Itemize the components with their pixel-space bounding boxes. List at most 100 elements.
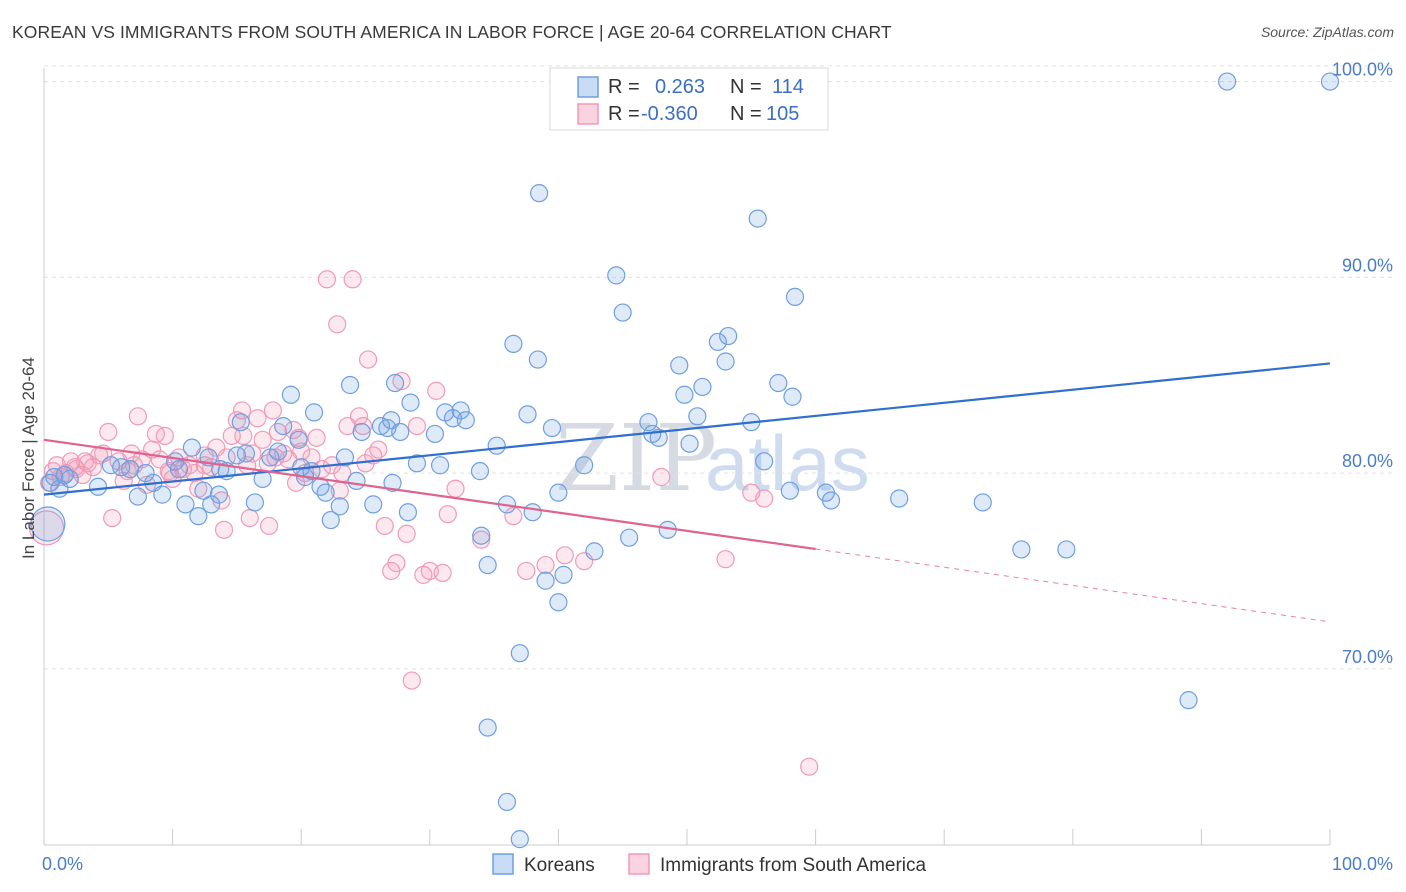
- watermark-atlas: atlas: [705, 419, 870, 507]
- south-america-point-84: [555, 546, 574, 565]
- legend-r-label-2: R =: [608, 103, 640, 125]
- south-america-point-92: [240, 508, 259, 528]
- legend-r-value-1: 0.263: [655, 76, 705, 98]
- south-america-point-66: [369, 440, 388, 459]
- korean-point-8: [112, 458, 131, 477]
- korean-point-33: [289, 430, 308, 449]
- korean-point-6: [88, 477, 108, 496]
- south-america-point-43: [248, 409, 267, 428]
- south-america-point-62: [349, 407, 369, 426]
- south-america-point-81: [504, 507, 523, 526]
- south-america-point-71: [397, 524, 416, 543]
- korean-point-80: [649, 428, 668, 447]
- korean-point-76: [613, 303, 632, 322]
- korean-point-74: [585, 542, 604, 561]
- chart-title: KOREAN VS IMMIGRANTS FROM SOUTH AMERICA …: [12, 22, 892, 42]
- korean-point-114: [209, 485, 228, 504]
- korean-point-110: [497, 792, 517, 812]
- axes: [43, 68, 1331, 846]
- south-america-point-19: [128, 407, 147, 426]
- korean-point-91: [755, 452, 774, 471]
- korean-point-107: [530, 184, 549, 203]
- south-america-point-69: [387, 554, 406, 573]
- korean-point-99: [1057, 540, 1076, 559]
- korean-point-16: [176, 495, 195, 514]
- korean-point-54: [407, 454, 427, 473]
- south-america-point-64: [358, 350, 378, 369]
- south-america-point-42: [243, 444, 262, 463]
- korean-point-68: [528, 350, 547, 369]
- korean-point-56: [430, 456, 450, 475]
- south-america-point-44: [253, 430, 272, 449]
- korean-point-95: [821, 491, 841, 510]
- south-america-point-87: [716, 550, 735, 569]
- korean-point-92: [769, 373, 788, 393]
- korean-point-32: [281, 385, 301, 404]
- korean-point-62: [478, 555, 497, 575]
- korean-point-26: [236, 444, 256, 463]
- korean-point-17: [182, 438, 201, 457]
- korean-point-44: [347, 471, 366, 491]
- korean-point-47: [371, 416, 391, 436]
- korean-point-0: [30, 506, 66, 542]
- gridlines: [44, 65, 1392, 670]
- korean-point-98: [1012, 540, 1031, 559]
- x-tick-label-max: 100.0%: [1332, 854, 1393, 874]
- bottom-legend-swatch-koreans: [492, 853, 514, 875]
- bottom-legend-south-america: Immigrants from South America: [660, 855, 927, 876]
- legend-swatch-south-america: [577, 103, 599, 125]
- south-america-point-101: [76, 452, 95, 471]
- south-america-point-54: [307, 428, 326, 447]
- korean-point-72: [554, 565, 573, 584]
- korean-point-25: [231, 413, 250, 432]
- korean-point-24: [227, 446, 246, 465]
- korean-point-45: [352, 422, 371, 442]
- legend-r-value-2: -0.360: [641, 103, 698, 125]
- legend-n-value-2: 105: [766, 103, 799, 125]
- y-axis-label: In Labor Force | Age 20-64: [19, 357, 38, 559]
- korean-point-77: [620, 528, 639, 547]
- korean-point-42: [340, 375, 360, 395]
- korean-point-103: [780, 481, 799, 500]
- south-america-point-56: [317, 270, 337, 289]
- korean-point-9: [121, 460, 140, 479]
- korean-point-11: [136, 463, 155, 483]
- korean-point-15: [169, 460, 189, 479]
- korean-point-73: [575, 456, 594, 475]
- korean-point-51: [391, 422, 410, 442]
- legend-r-label-1: R =: [608, 76, 640, 98]
- south-america-point-61: [343, 270, 362, 289]
- south-america-point-63: [353, 416, 373, 436]
- watermark: ZIP atlas: [555, 405, 870, 512]
- korean-point-104: [470, 462, 490, 481]
- korean-point-30: [268, 442, 288, 461]
- korean-point-86: [693, 377, 712, 397]
- korean-point-71: [549, 483, 568, 502]
- korean-point-102: [1320, 72, 1340, 91]
- korean-point-97: [973, 493, 992, 512]
- korean-point-60: [456, 411, 475, 430]
- south-america-point-46: [263, 401, 283, 420]
- south-america-point-67: [375, 516, 394, 536]
- korean-point-111: [510, 830, 529, 849]
- south-america-point-93: [259, 516, 279, 536]
- south-america-point-25: [155, 426, 174, 445]
- south-america-point-83: [536, 555, 555, 575]
- korean-point-70: [542, 418, 562, 438]
- legend-n-value-1: 114: [772, 76, 804, 98]
- south-america-point-80: [472, 530, 491, 549]
- x-tick-labels: 0.0% 100.0%: [42, 854, 1393, 874]
- korean-point-18: [189, 507, 208, 526]
- korean-point-27: [245, 493, 265, 512]
- korean-point-69: [536, 571, 555, 590]
- trend-line-koreans: [43, 362, 1331, 496]
- south-america-point-70: [392, 371, 411, 391]
- south-america-point-78: [438, 505, 457, 524]
- bottom-legend-koreans: Koreans: [524, 855, 595, 876]
- korean-point-59: [451, 401, 470, 420]
- korean-point-82: [670, 356, 689, 375]
- korean-point-113: [785, 287, 805, 306]
- korean-point-46: [364, 495, 383, 514]
- trend-line-south-america: [43, 438, 816, 551]
- korean-point-31: [274, 416, 293, 436]
